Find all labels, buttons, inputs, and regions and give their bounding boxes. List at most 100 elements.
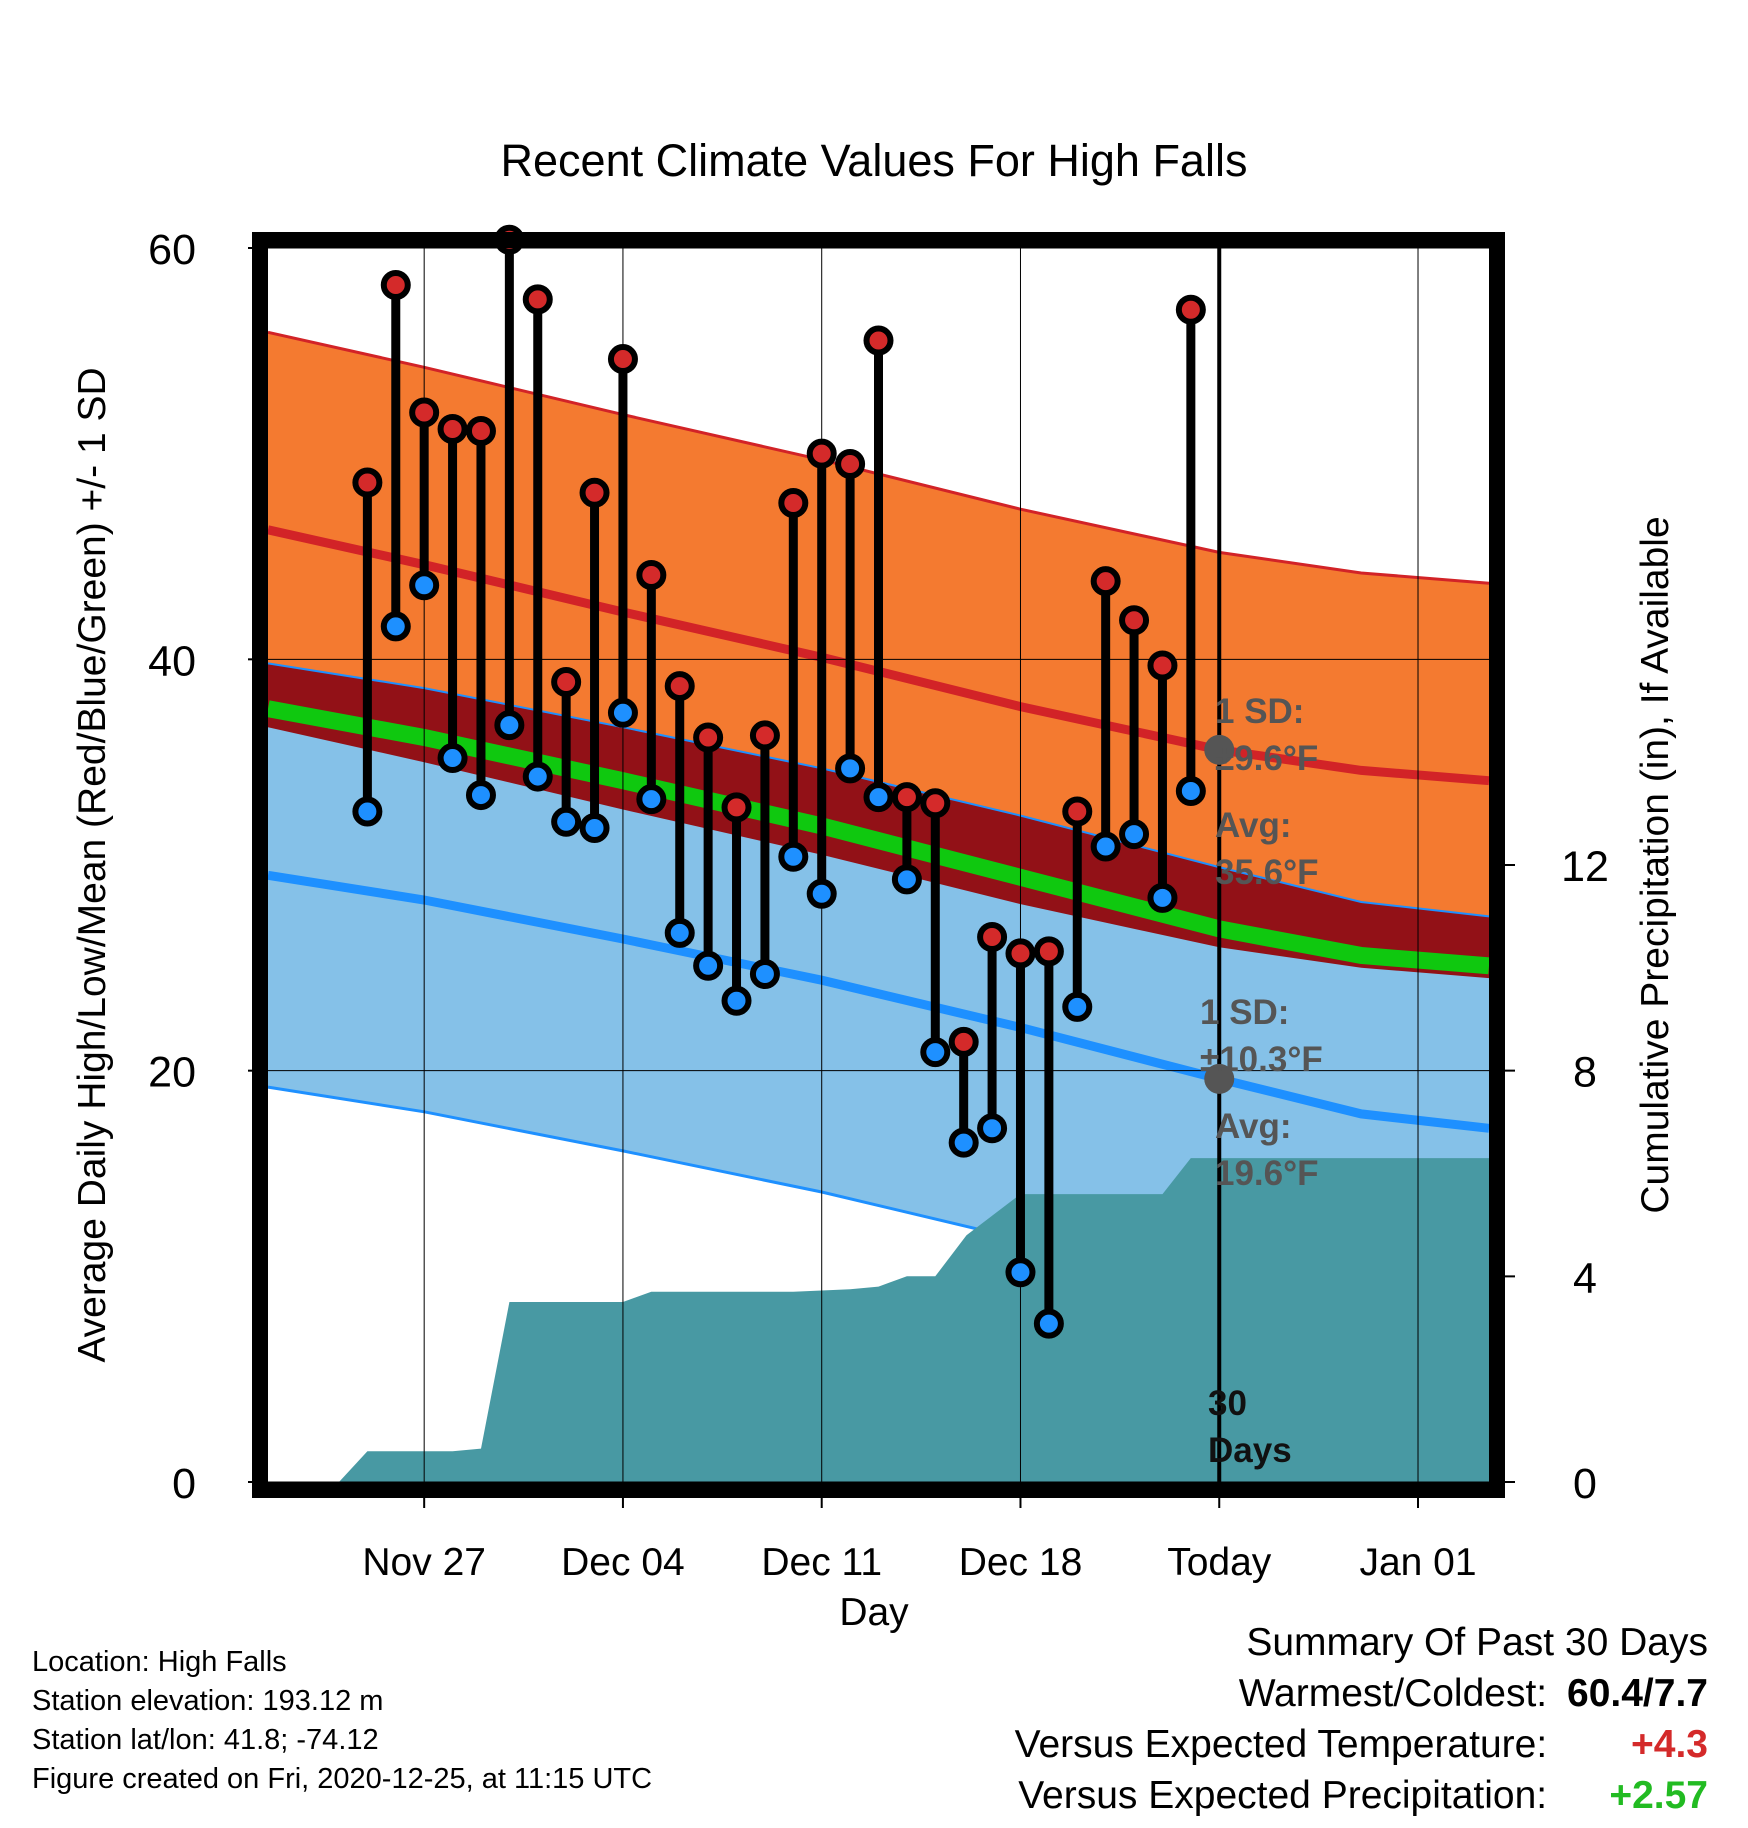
warmest-coldest-value: 60.4/7.7: [1567, 1672, 1708, 1715]
x-axis-label: Day: [839, 1591, 909, 1634]
low-point: [1119, 819, 1150, 850]
low-point: [579, 812, 610, 843]
high-sd-annotation: ±9.6°F: [1215, 739, 1318, 778]
low-point: [664, 917, 695, 948]
warmest-coldest-row: Warmest/Coldest: 60.4/7.7: [1015, 1668, 1708, 1719]
low-point: [636, 784, 667, 815]
high-point: [721, 792, 752, 823]
high-point: [522, 284, 553, 315]
y-tick-label: 20: [148, 1049, 196, 1097]
low-sd-annotation: ±10.3°F: [1200, 1040, 1323, 1079]
x-tick-label: Jan 01: [1359, 1541, 1476, 1584]
low-point: [1033, 1308, 1064, 1339]
low-avg-marker: [1204, 1063, 1235, 1094]
low-point: [1090, 831, 1121, 862]
temp-anomaly-label: Versus Expected Temperature:: [1014, 1723, 1548, 1766]
days-annotation: Days: [1208, 1431, 1292, 1470]
low-point: [607, 697, 638, 728]
high-point: [1005, 938, 1036, 969]
low-avg-line: [267, 870, 1490, 1133]
high-sd-annotation: 1 SD:: [1215, 692, 1304, 731]
overlap-band: [268, 663, 1489, 979]
station-info: Location: High Falls Station elevation: …: [32, 1643, 652, 1799]
precip-area: [268, 1158, 1489, 1482]
high-point: [607, 344, 638, 375]
precip-anomaly-label: Versus Expected Precipitation:: [1018, 1774, 1548, 1817]
low-point: [551, 806, 582, 837]
created-text: Figure created on Fri, 2020-12-25, at 11…: [32, 1763, 653, 1795]
y2-axis-label: Cumulative Precipitation (in), If Availa…: [1634, 516, 1677, 1213]
x-tick-label: Today: [1167, 1541, 1272, 1584]
low-point: [465, 780, 496, 811]
high-point: [891, 782, 922, 813]
high-point: [977, 921, 1008, 952]
temp-anomaly-row: Versus Expected Temperature: +4.3: [1015, 1719, 1708, 1770]
high-point: [835, 448, 866, 479]
y-tick-label: 60: [148, 226, 196, 274]
low-avg-annotation: Avg:: [1215, 1107, 1291, 1146]
low-point: [863, 782, 894, 813]
temp-anomaly-value: +4.3: [1631, 1723, 1708, 1766]
low-point: [352, 796, 383, 827]
high-avg-line: [267, 525, 1490, 786]
high-point: [1175, 294, 1206, 325]
high-point: [693, 722, 724, 753]
warmest-coldest-label: Warmest/Coldest:: [1238, 1672, 1548, 1715]
high-point: [1062, 796, 1093, 827]
low-point: [380, 611, 411, 642]
low-point: [1175, 775, 1206, 806]
high-point: [409, 397, 440, 428]
high-point: [551, 666, 582, 697]
x-tick-label: Nov 27: [362, 1541, 486, 1584]
low-point: [693, 950, 724, 981]
x-tick-label: Dec 18: [959, 1541, 1083, 1584]
x-tick-label: Dec 04: [561, 1541, 685, 1584]
low-point: [749, 959, 780, 990]
high-avg-marker: [1204, 734, 1235, 765]
plot-area: 1 SD: ±9.6°F Avg: 35.6°F 1 SD: ±10.3°F Avg: 19.…: [148, 224, 1609, 1584]
high-point: [948, 1026, 979, 1057]
latlon-text: Station lat/lon: 41.8; -74.12: [32, 1724, 379, 1756]
low-sd-upper-line: [267, 662, 1490, 918]
days-annotation: 30: [1208, 1384, 1247, 1423]
high-point: [778, 488, 809, 519]
y-tick-label: 0: [172, 1460, 196, 1508]
low-point: [1062, 991, 1093, 1022]
high-sd-upper-line: [267, 330, 1490, 585]
low-avg-annotation: 19.6°F: [1215, 1154, 1319, 1193]
low-sd-annotation: 1 SD:: [1200, 993, 1289, 1032]
high-point: [806, 438, 837, 469]
precip-anomaly-value: +2.57: [1609, 1774, 1708, 1817]
y-tick-label: 40: [148, 637, 196, 685]
summary-title: Summary Of Past 30 Days: [1246, 1621, 1708, 1664]
low-point: [409, 570, 440, 601]
high-point: [465, 416, 496, 447]
high-avg-annotation: Avg:: [1215, 806, 1291, 845]
y-axis-label: Average Daily High/Low/Mean (Red/Blue/Gr…: [71, 367, 114, 1362]
x-tick-label: Dec 11: [761, 1541, 882, 1584]
low-point: [920, 1037, 951, 1068]
low-point: [1147, 882, 1178, 913]
y2-tick-label: 0: [1573, 1460, 1597, 1508]
low-point: [494, 710, 525, 741]
high-point: [380, 270, 411, 301]
low-point: [522, 761, 553, 792]
high-point: [437, 413, 468, 444]
high-point: [352, 467, 383, 498]
elevation-text: Station elevation: 193.12 m: [32, 1685, 384, 1717]
high-point: [1033, 936, 1064, 967]
high-point: [1147, 650, 1178, 681]
chart-title: Recent Climate Values For High Falls: [501, 135, 1248, 186]
summary-panel: Summary Of Past 30 Days Warmest/Coldest:…: [1015, 1617, 1708, 1821]
y2-tick-label: 4: [1573, 1254, 1597, 1302]
low-point: [806, 878, 837, 909]
low-point: [835, 753, 866, 784]
high-avg-annotation: 35.6°F: [1215, 853, 1319, 892]
low-point: [891, 864, 922, 895]
high-point: [920, 788, 951, 819]
high-point: [1090, 566, 1121, 597]
low-point: [948, 1127, 979, 1158]
high-point: [636, 560, 667, 591]
low-point: [1005, 1257, 1036, 1288]
